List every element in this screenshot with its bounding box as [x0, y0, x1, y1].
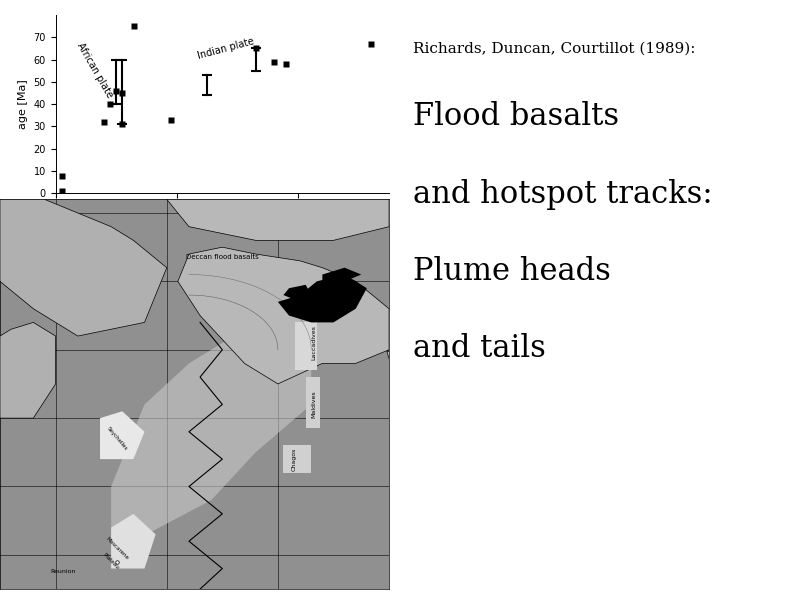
Text: Reunion: Reunion	[50, 569, 75, 574]
Polygon shape	[0, 199, 167, 336]
X-axis label: distance to Reunion [km]: distance to Reunion [km]	[152, 218, 293, 228]
Polygon shape	[295, 322, 317, 370]
Polygon shape	[387, 351, 403, 377]
Polygon shape	[322, 268, 361, 281]
Text: Maldives: Maldives	[311, 391, 316, 418]
Polygon shape	[111, 336, 311, 569]
Text: African plate: African plate	[75, 41, 115, 100]
Polygon shape	[178, 247, 389, 384]
Y-axis label: age [Ma]: age [Ma]	[18, 79, 28, 129]
Polygon shape	[283, 446, 311, 473]
Text: Laccadives: Laccadives	[311, 325, 316, 361]
Text: Indian plate: Indian plate	[196, 36, 255, 61]
Text: Deccan flood basalts: Deccan flood basalts	[186, 255, 259, 261]
Text: Mascarene: Mascarene	[104, 536, 129, 560]
Polygon shape	[0, 322, 56, 418]
Polygon shape	[278, 274, 367, 322]
Polygon shape	[283, 285, 311, 302]
Polygon shape	[167, 199, 389, 240]
Text: Plume heads: Plume heads	[413, 256, 611, 287]
Text: Flood basalts: Flood basalts	[413, 101, 619, 132]
Polygon shape	[111, 514, 156, 569]
Polygon shape	[100, 411, 145, 459]
Polygon shape	[306, 377, 320, 428]
Text: and hotspot tracks:: and hotspot tracks:	[413, 178, 712, 209]
Text: Chagos: Chagos	[292, 447, 297, 471]
Text: Plateau: Plateau	[102, 553, 120, 571]
Text: and tails: and tails	[413, 333, 545, 364]
Text: Seychelles: Seychelles	[106, 426, 128, 452]
Text: Richards, Duncan, Courtillot (1989):: Richards, Duncan, Courtillot (1989):	[413, 42, 696, 56]
